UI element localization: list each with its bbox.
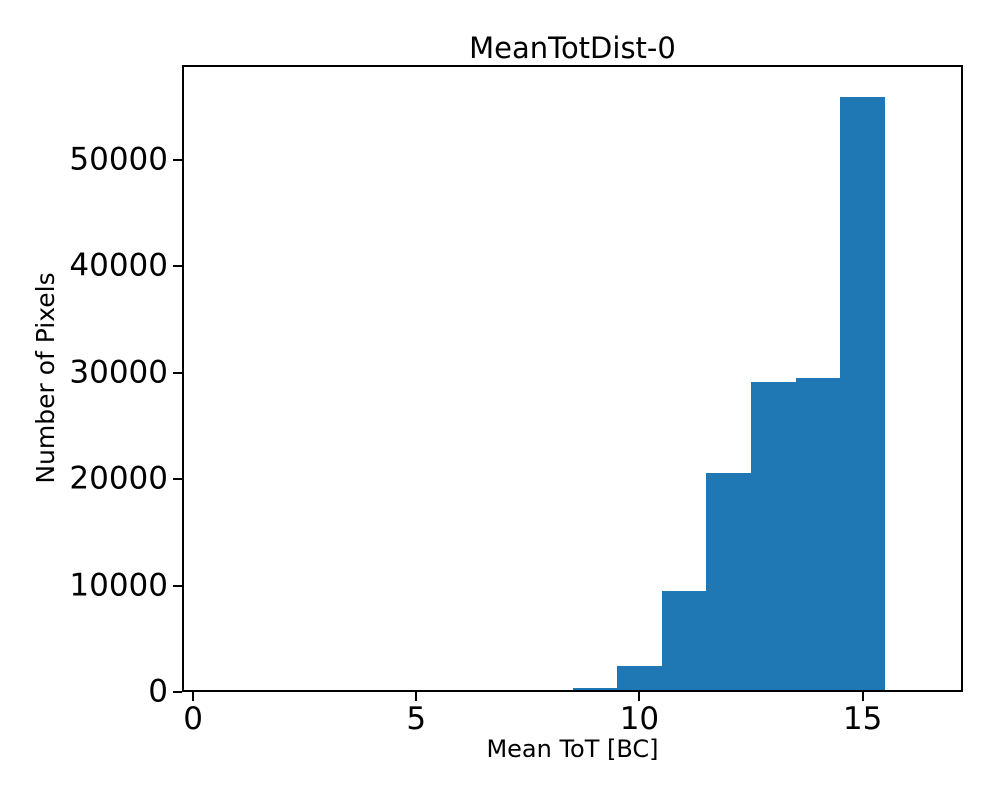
chart-title: MeanTotDist-0: [469, 31, 676, 65]
y-tick-mark: [173, 691, 182, 693]
x-axis-label: Mean ToT [BC]: [486, 735, 659, 763]
y-tick-label: 40000: [69, 247, 168, 284]
y-axis-label: Number of Pixels: [31, 272, 60, 484]
y-tick-mark: [173, 158, 182, 161]
x-tick-label: 0: [183, 701, 204, 737]
plot-area: 0 5 10 15 0 10000 20000 30000 40000 50000: [69, 65, 963, 735]
histogram-bar: [572, 687, 618, 692]
y-tick-mark: [173, 478, 182, 481]
histogram-bar: [840, 96, 885, 692]
y-tick-label: 20000: [69, 460, 168, 497]
histogram-bar: [617, 665, 662, 692]
y-tick-mark: [173, 584, 182, 587]
histogram-bar: [661, 590, 707, 692]
x-tick-label: 10: [619, 701, 660, 737]
x-tick-mark: [192, 692, 195, 701]
histogram-bar: [706, 472, 751, 692]
x-tick-mark: [415, 692, 418, 701]
x-tick-mark: [861, 692, 864, 701]
y-tick-label: 0: [148, 673, 168, 710]
histogram-bar: [751, 382, 796, 692]
y-tick-mark: [173, 265, 182, 268]
histogram-bar: [795, 377, 841, 692]
y-tick-label: 30000: [69, 354, 168, 391]
x-tick-label: 15: [842, 701, 883, 737]
y-tick-mark: [173, 371, 182, 374]
x-tick-mark: [638, 692, 641, 701]
y-tick-label: 10000: [69, 567, 168, 604]
x-tick-label: 5: [406, 701, 427, 737]
y-tick-label: 50000: [69, 141, 168, 178]
